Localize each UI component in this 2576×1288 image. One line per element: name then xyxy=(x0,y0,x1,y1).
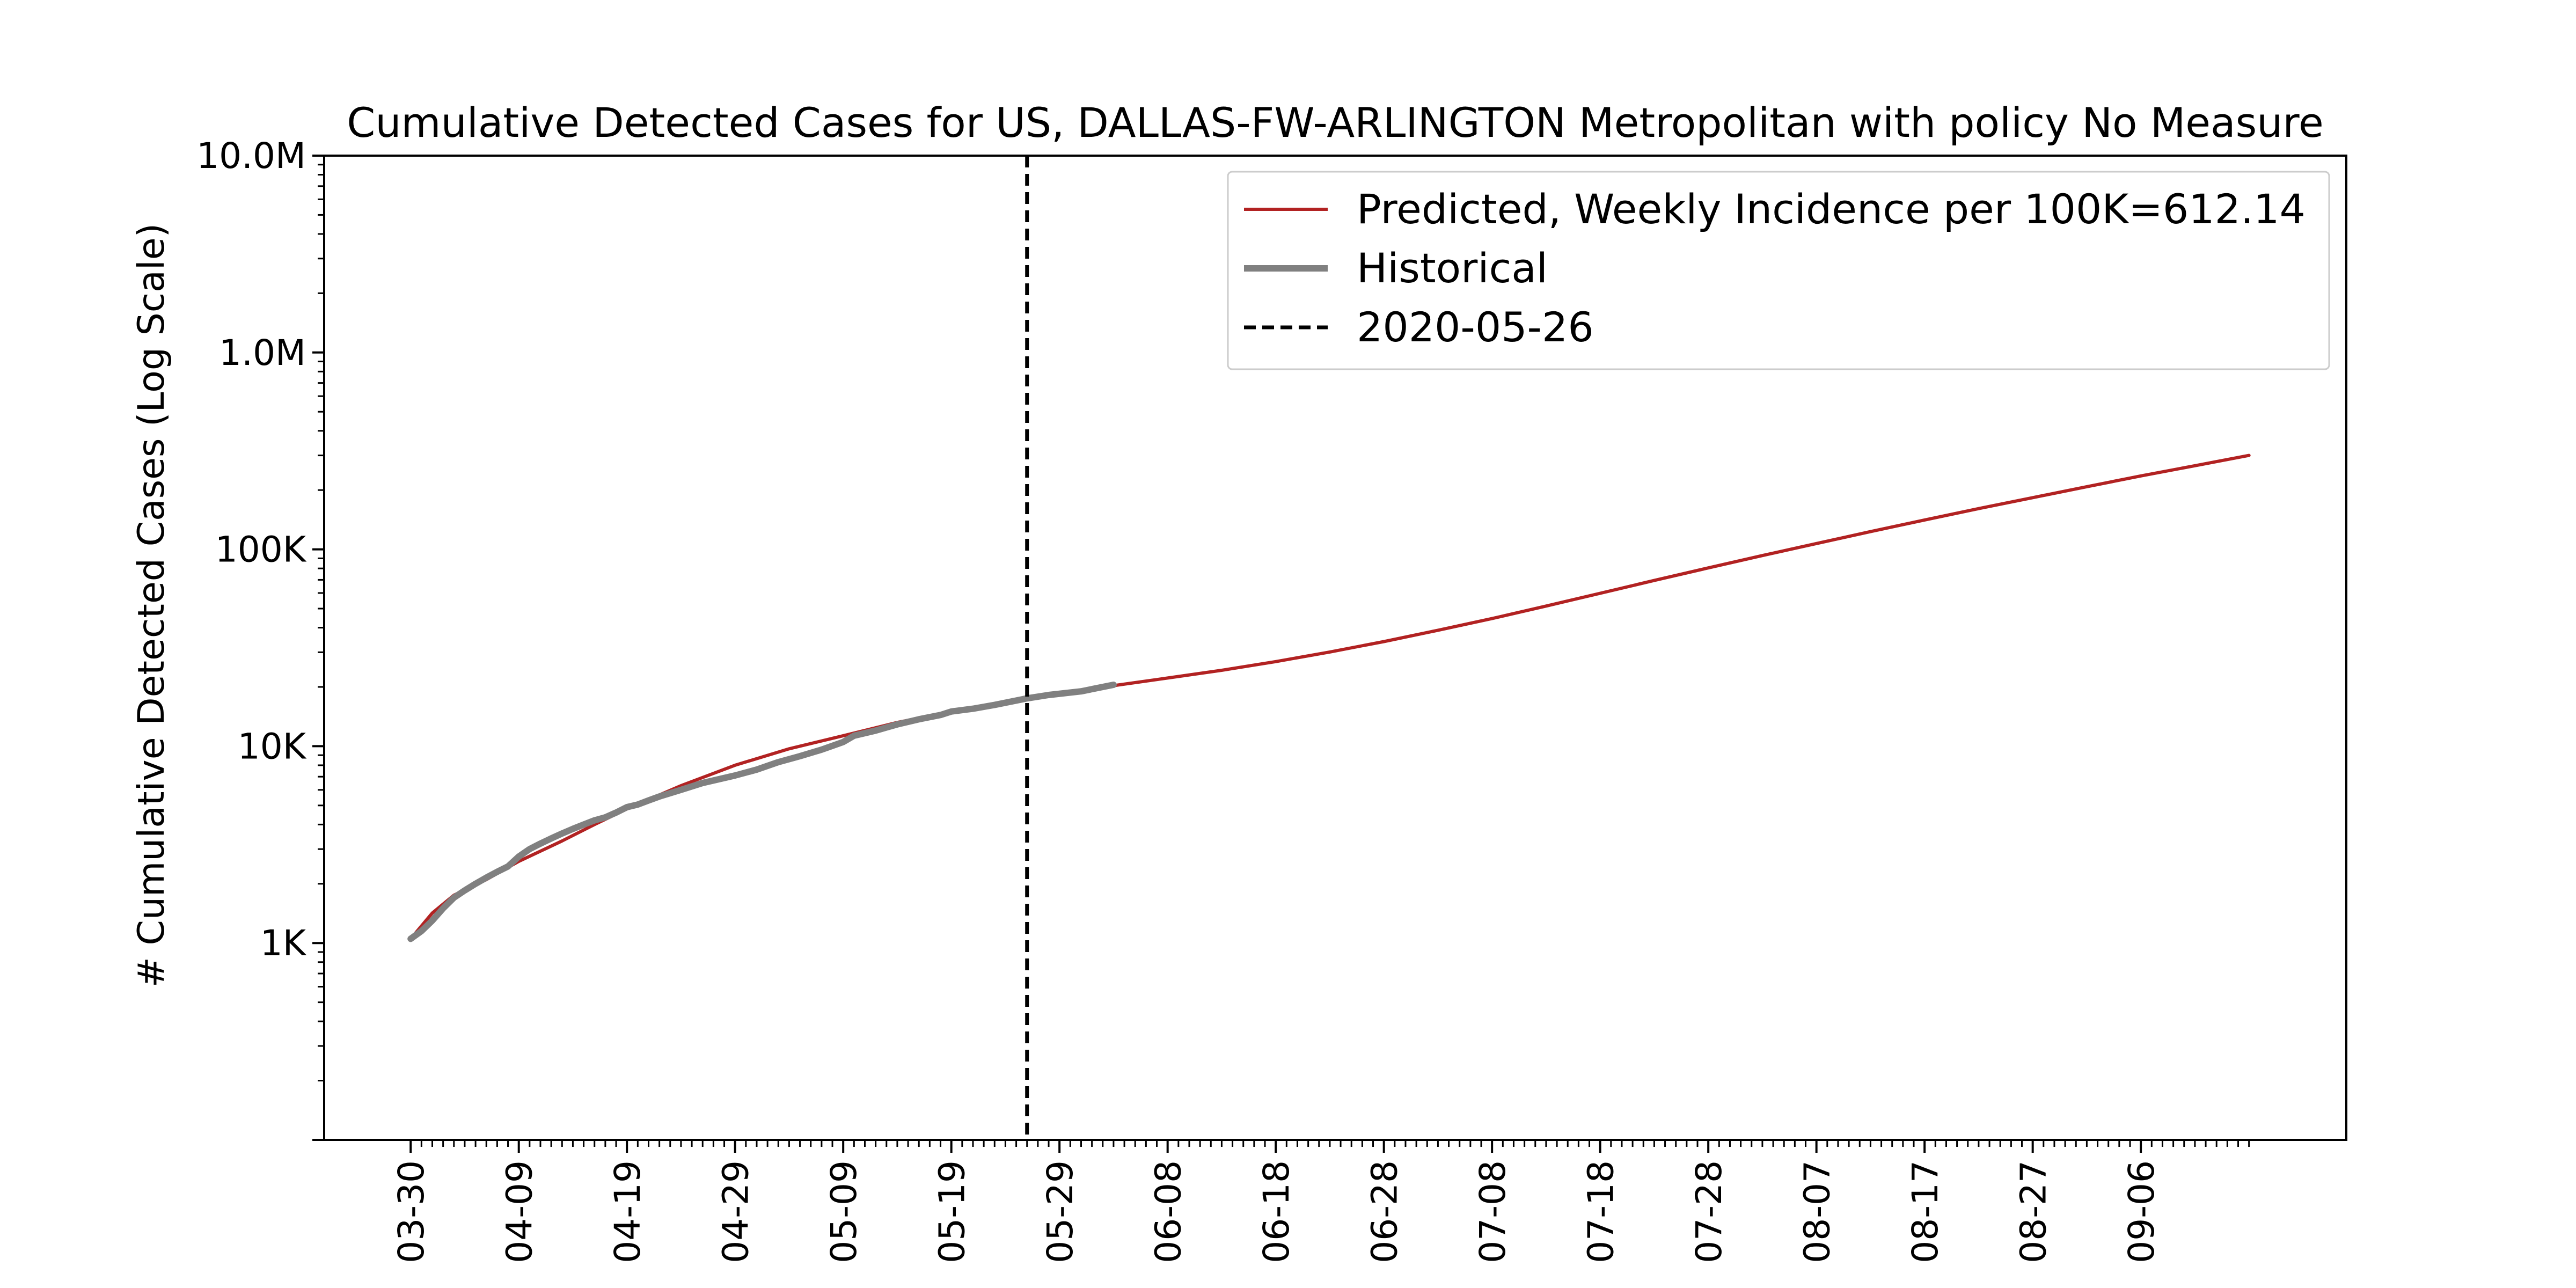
y-axis: 1K 10K 100K 1.0M 10.0M xyxy=(196,135,324,1141)
y-axis-label: # Cumulative Detected Cases (Log Scale) xyxy=(130,223,173,987)
plot-area xyxy=(407,156,2251,1140)
x-tick-label: 04-09 xyxy=(499,1160,540,1263)
y-tick-label: 1K xyxy=(260,923,307,964)
chart-title: Cumulative Detected Cases for US, DALLAS… xyxy=(347,99,2323,147)
x-tick-label: 06-28 xyxy=(1364,1160,1406,1263)
y-tick-label: 1.0M xyxy=(219,332,306,374)
historical-line xyxy=(407,682,1117,942)
x-tick-label: 04-29 xyxy=(715,1160,757,1263)
x-tick-label: 09-06 xyxy=(2121,1160,2162,1263)
x-axis: 03-30 04-09 04-19 04-29 05-09 05-19 05-29 06-08… xyxy=(391,1140,2250,1263)
x-tick-label: 05-29 xyxy=(1040,1160,1081,1263)
y-tick-label: 100K xyxy=(215,529,307,570)
y-tick-label: 10.0M xyxy=(196,135,306,177)
legend-date-marker-label: 2020-05-26 xyxy=(1357,303,1594,351)
x-tick-label: 06-18 xyxy=(1256,1160,1297,1263)
x-tick-label: 04-19 xyxy=(607,1160,648,1263)
x-tick-label: 06-08 xyxy=(1148,1160,1189,1263)
y-tick-label: 10K xyxy=(238,726,307,767)
x-tick-label: 05-19 xyxy=(932,1160,973,1263)
x-tick-label: 07-08 xyxy=(1472,1160,1513,1263)
x-tick-label: 08-07 xyxy=(1797,1160,1838,1263)
legend-historical-label: Historical xyxy=(1357,244,1548,292)
x-tick-label: 07-18 xyxy=(1580,1160,1622,1263)
legend-box xyxy=(1227,171,2330,370)
x-tick-label: 08-17 xyxy=(1905,1160,1946,1263)
x-tick-label: 07-28 xyxy=(1688,1160,1730,1263)
legend-predicted-label: Predicted, Weekly Incidence per 100K=612… xyxy=(1357,185,2306,233)
x-tick-label: 03-30 xyxy=(391,1160,432,1263)
plot-frame xyxy=(323,155,2347,1141)
x-tick-label: 05-09 xyxy=(823,1160,865,1263)
legend: Predicted, Weekly Incidence per 100K=612… xyxy=(1227,171,2330,370)
x-tick-label: 08-27 xyxy=(2013,1160,2054,1263)
